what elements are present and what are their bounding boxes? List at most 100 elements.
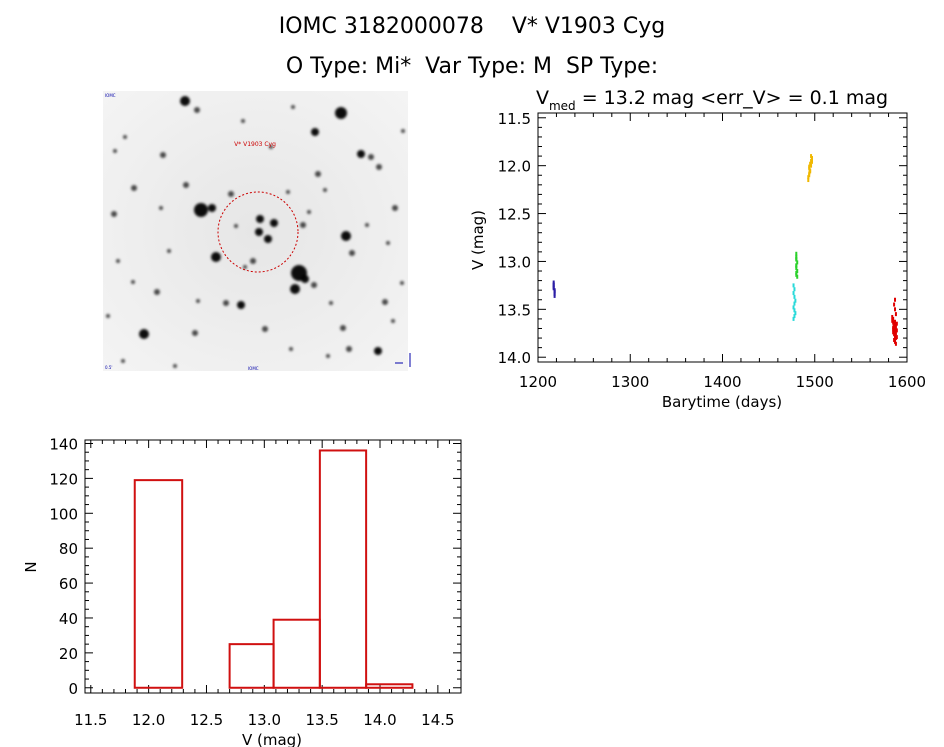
lc-ytick-label: 12.0: [498, 158, 531, 176]
star-42: [237, 301, 245, 309]
lc-ytick-label: 12.5: [498, 206, 531, 224]
hist-ytick-label: 100: [49, 505, 78, 523]
star-49: [382, 299, 388, 305]
lc-ytick-label: 11.5: [498, 110, 531, 128]
lc-point-epoch-4: [895, 321, 898, 326]
chart-title-line2: O Type: Mi* Var Type: M SP Type:: [285, 54, 659, 79]
star-18: [255, 228, 263, 236]
star-28: [392, 205, 398, 211]
light-curve-frame: [537, 112, 908, 363]
lc-point-epoch-2b: [793, 314, 796, 319]
lc-point-epoch-2b: [794, 311, 797, 316]
star-16: [286, 190, 290, 194]
star-46: [262, 326, 268, 332]
lc-point-epoch-1: [552, 285, 555, 290]
star-11: [183, 182, 189, 188]
hist-bar-4: [365, 683, 414, 689]
star-57: [113, 149, 117, 153]
lc-point-epoch-4: [894, 341, 897, 346]
lc-point-epoch-4: [894, 307, 897, 312]
star-58: [160, 152, 166, 158]
title-v: V: [536, 87, 549, 109]
hist-bar-3: [318, 449, 368, 689]
hist-bar-2: [272, 618, 321, 689]
title-subscript: med: [549, 99, 576, 113]
lc-point-epoch-4: [895, 328, 898, 333]
light-curve-chart: Vmed = 13.2 mag <err_V> = 0.1 mag 1200 13…: [469, 87, 927, 411]
lc-point-epoch-3: [808, 164, 811, 169]
hist-ytick-label: 80: [59, 540, 78, 558]
light-curve-xlabel: Barytime (days): [662, 393, 782, 411]
hist-bar-1: [228, 643, 275, 689]
star-17: [256, 215, 264, 223]
star-24: [300, 222, 306, 228]
hist-ytick-label: 20: [59, 645, 78, 663]
star-36: [311, 282, 317, 288]
title-rest: = 13.2 mag <err_V> = 0.1 mag: [576, 87, 888, 109]
lc-xtick-label: 1400: [703, 373, 741, 391]
lc-point-epoch-4: [894, 312, 897, 317]
hist-ytick-label: 120: [49, 470, 78, 488]
lc-point-epoch-2b: [792, 291, 795, 296]
lc-point-epoch-1: [553, 289, 556, 294]
hist-xtick-label: 12.5: [190, 711, 223, 729]
star-7: [241, 119, 245, 123]
hist-xtick-label: 14.5: [421, 711, 454, 729]
star-26: [349, 250, 355, 256]
star-25: [341, 231, 351, 241]
lc-ytick-label: 13.5: [498, 301, 531, 319]
lc-point-epoch-2b: [793, 287, 796, 292]
star-30: [315, 171, 321, 177]
lc-point-epoch-2b: [792, 316, 795, 321]
star-53: [289, 347, 293, 351]
star-55: [329, 301, 333, 305]
lc-point-epoch-4: [895, 335, 898, 340]
star-50: [400, 281, 404, 285]
lc-point-epoch-3: [807, 175, 810, 180]
hist-ytick-label: 140: [49, 435, 78, 453]
hist-xtick-label: 13.5: [305, 711, 338, 729]
star-52: [121, 359, 125, 363]
finder-chart: V* V1903 Cyg IOMC IOMC 0.5': [103, 91, 411, 371]
lc-point-epoch-2b: [793, 301, 796, 306]
lc-point-epoch-4: [894, 331, 897, 336]
corner-label-bottom: IOMC: [248, 366, 259, 371]
lc-point-epoch-2a: [796, 274, 799, 279]
star-14: [159, 206, 163, 210]
star-21: [250, 258, 256, 264]
star-54: [173, 364, 177, 368]
star-60: [116, 259, 120, 263]
star-23: [307, 210, 311, 214]
lc-point-epoch-3: [807, 178, 810, 183]
histogram-ylabel: N: [22, 561, 40, 572]
hist-ytick-label: 0: [68, 680, 78, 698]
star-29: [323, 188, 327, 192]
hist-xtick-label: 11.5: [74, 711, 107, 729]
star-47: [340, 325, 346, 331]
star-field: [106, 96, 405, 368]
lc-point-epoch-3: [810, 154, 813, 159]
lc-point-epoch-3: [809, 161, 812, 166]
object-id: IOMC 3182000078: [278, 14, 484, 39]
hist-xtick-label: 12.0: [132, 711, 165, 729]
target-circle: [217, 191, 299, 273]
star-13: [111, 211, 117, 217]
light-curve-ticks: 1200 1300 1400 1500 1600 11.5 12.0 12.5 13.0 13.5…: [498, 110, 927, 391]
star-31: [376, 164, 382, 170]
lc-point-epoch-2b: [793, 308, 796, 313]
star-1: [335, 107, 347, 119]
star-39: [154, 289, 160, 295]
star-56: [269, 145, 273, 149]
star-64: [391, 319, 395, 323]
histogram-xlabel: V (mag): [242, 731, 302, 747]
star-0: [180, 96, 190, 106]
star-62: [326, 354, 330, 358]
star-19: [270, 219, 278, 227]
light-curve-ylabel: V (mag): [469, 210, 487, 270]
star-22: [234, 224, 238, 228]
lc-ytick-label: 14.0: [498, 349, 531, 367]
star-40: [131, 280, 135, 284]
star-59: [401, 129, 405, 133]
star-8: [291, 105, 295, 109]
star-2: [311, 128, 319, 136]
